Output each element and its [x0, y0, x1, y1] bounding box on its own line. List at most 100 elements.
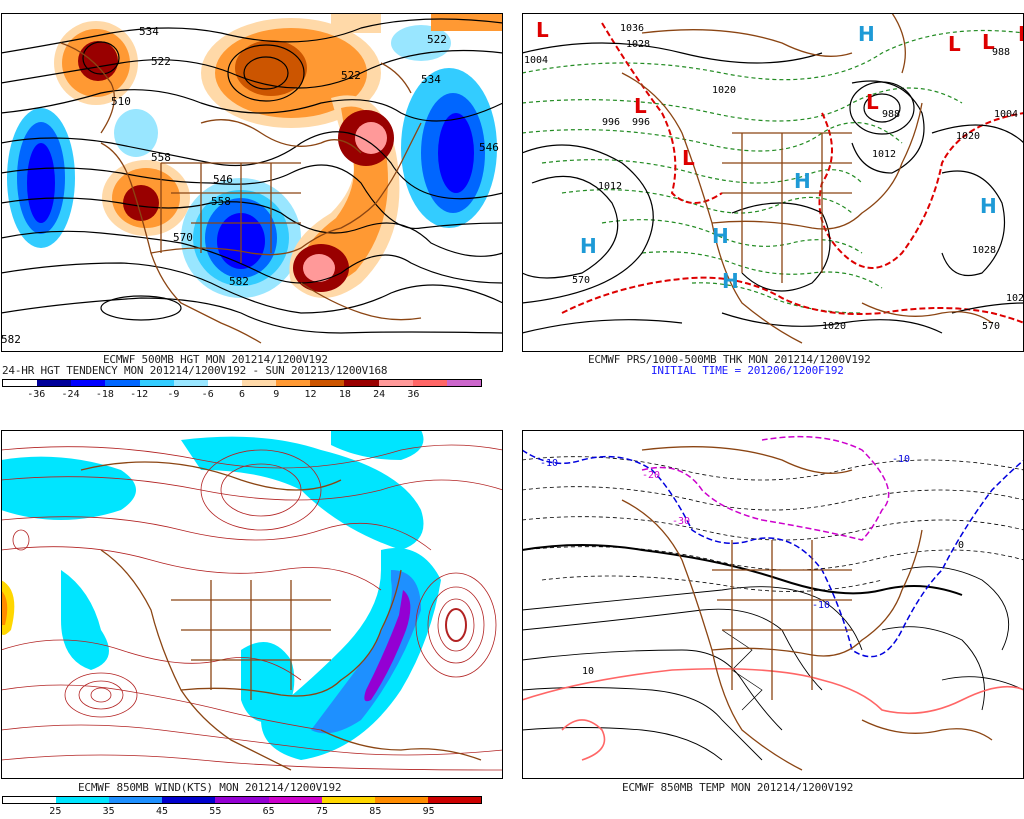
- contour-label: 534: [421, 73, 441, 86]
- positive-tendency-fills: [54, 13, 503, 299]
- color-bar-segment: [139, 380, 174, 386]
- isobar-label: 988: [992, 47, 1010, 58]
- color-bar-segment: [215, 797, 269, 803]
- color-bar-segment: [71, 380, 106, 386]
- prs-caption-line-1: ECMWF PRS/1000-500MB THK MON 201214/1200…: [588, 353, 871, 366]
- color-bar-segment: [109, 797, 163, 803]
- color-bar-tick-label: 12: [304, 389, 317, 400]
- color-bar-tick-label: -12: [130, 389, 149, 400]
- low-pressure-marker: L: [682, 146, 695, 170]
- high-pressure-marker: H: [794, 169, 811, 193]
- color-bar-segment: [378, 380, 413, 386]
- color-bar-tick-label: -6: [201, 389, 214, 400]
- color-bar-segment: [162, 797, 216, 803]
- color-bar-segment: [374, 797, 428, 803]
- isobar-label: 1012: [598, 181, 622, 192]
- panel-850mb-wind: [1, 430, 503, 779]
- color-bar-tick-label: -36: [27, 389, 46, 400]
- temperature-label: 0: [958, 540, 964, 551]
- color-bar-segment: [105, 380, 140, 386]
- isobars: [522, 42, 1024, 334]
- color-bar-segment: [321, 797, 375, 803]
- color-bar-segment: [276, 380, 311, 386]
- pressure-thickness-map: H H H H H H L L L L L L L 1004 1036 1028…: [522, 13, 1024, 352]
- pink-contour: [522, 667, 1024, 715]
- hgt-caption-line-2: 24-HR HGT TENDENCY MON 201214/1200V192 -…: [2, 364, 388, 377]
- color-bar-tick-label: -9: [167, 389, 180, 400]
- hgt-tendency-color-bar: [2, 379, 482, 387]
- isobar-label: 570: [982, 321, 1000, 332]
- color-bar-segment: [173, 380, 208, 386]
- isobar-label: 1004: [994, 109, 1018, 120]
- color-bar-tick-label: 18: [338, 389, 351, 400]
- color-bar-tick-label: 6: [238, 389, 246, 400]
- color-bar-tick-label: 85: [369, 806, 382, 817]
- coastlines: [80, 461, 482, 771]
- wind-speed-fills: [1, 430, 441, 760]
- hgt-caption-line-1: ECMWF 500MB HGT MON 201214/1200V192: [103, 353, 328, 366]
- contour-label: 522: [427, 33, 447, 46]
- isobar-label: 1012: [872, 149, 896, 160]
- coastlines: [621, 13, 993, 344]
- temp-caption: ECMWF 850MB TEMP MON 201214/1200V192: [622, 781, 854, 794]
- thickness-570-contours: [561, 22, 1024, 324]
- panel-500mb-height-frame: [1, 13, 503, 352]
- isobar-label: 1020: [956, 131, 980, 142]
- low-pressure-marker: L: [536, 18, 549, 42]
- isobar-labels: 1004 1036 1028 1020 1012 996 988 1004 10…: [524, 23, 1024, 332]
- color-bar-segment: [446, 380, 481, 386]
- color-bar-tick-label: 35: [102, 806, 115, 817]
- isobar-label: 1020: [712, 85, 736, 96]
- coastlines: [60, 42, 422, 344]
- high-pressure-marker: H: [712, 224, 729, 248]
- isobar-label: 1036: [620, 23, 644, 34]
- wind-speed-color-bar: [2, 796, 482, 804]
- temperature-label: -10: [892, 454, 910, 465]
- temperature-map: -10 -20 -30 -10 10 0 -10: [522, 430, 1024, 779]
- color-bar-tick-label: 24: [373, 389, 386, 400]
- low-pressure-marker: L: [948, 32, 961, 56]
- contour-label: 558: [211, 195, 231, 208]
- color-bar-tick-label: 55: [209, 806, 222, 817]
- color-bar-tick-label: -18: [95, 389, 114, 400]
- contour-label: 534: [139, 25, 159, 38]
- color-bar-tick-label: 25: [49, 806, 62, 817]
- isobar-label: 102: [1006, 293, 1024, 304]
- color-bar-tick-label: 65: [262, 806, 275, 817]
- panel-850mb-temp: -10 -20 -30 -10 10 0 -10: [522, 430, 1024, 779]
- temperature-contour-labels: -10 -20 -30 -10 10 0 -10: [540, 454, 964, 677]
- color-bar-tick-label: 95: [422, 806, 435, 817]
- isobar-label: 1028: [972, 245, 996, 256]
- pressure-highs: H H H H H H: [580, 22, 997, 293]
- panel-pressure-thickness: H H H H H H L L L L L L L 1004 1036 1028…: [522, 13, 1024, 352]
- temperature-contours-solid: [522, 566, 1024, 761]
- wind-streamline-map: [1, 430, 503, 779]
- panel-850mb-temp-frame: [522, 430, 1024, 779]
- cold-contour: [641, 435, 890, 541]
- zero-contour: [522, 544, 963, 596]
- color-bar-tick-label: 9: [273, 389, 280, 400]
- color-bar-segment: [310, 380, 345, 386]
- color-bar-tick-label: 45: [155, 806, 169, 817]
- contour-label: 522: [341, 69, 361, 82]
- color-bar-segment: [412, 380, 447, 386]
- isobar-label: 1028: [626, 39, 650, 50]
- temperature-label: -20: [642, 470, 660, 481]
- panel-500mb-height: 534 522 510 522 546 558 570 582 534 546 …: [1, 13, 503, 352]
- temperature-label: -10: [812, 600, 830, 611]
- contour-label: 546: [479, 141, 499, 154]
- color-bar-segment: [3, 380, 38, 386]
- pressure-lows: L L L L L L L: [536, 18, 1024, 170]
- panel-pressure-thickness-frame: [522, 13, 1024, 352]
- contour-label: 570: [173, 231, 193, 244]
- color-bar-segment: [37, 380, 72, 386]
- low-pressure-marker: L: [866, 90, 879, 114]
- temperature-label: 10: [582, 666, 594, 677]
- isobar-label: 996: [632, 117, 650, 128]
- low-pressure-marker: L: [634, 94, 647, 118]
- isobar-label: 996: [602, 117, 620, 128]
- height-contours: [1, 18, 503, 334]
- contour-label: 582: [1, 333, 21, 346]
- contour-label: 522: [151, 55, 171, 68]
- height-tendency-map: 534 522 510 522 546 558 570 582 534 546 …: [1, 13, 503, 352]
